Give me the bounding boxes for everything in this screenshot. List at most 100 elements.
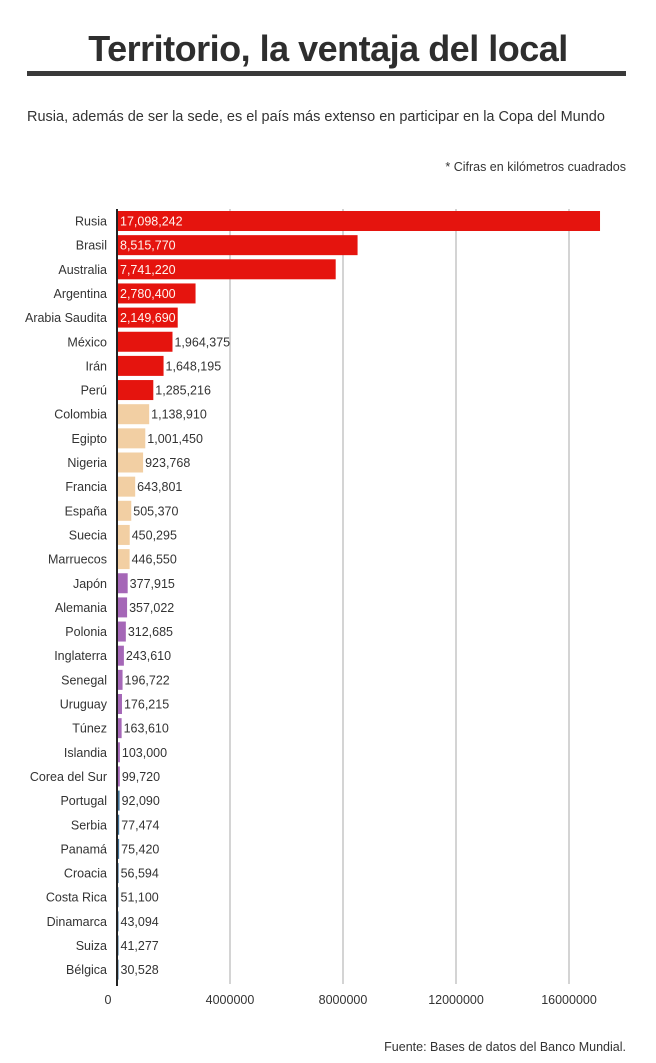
value-label: 196,722 [125,673,170,687]
bar [117,814,120,835]
category-label: México [67,335,107,349]
bar [117,790,120,811]
bar [117,380,154,401]
value-label: 377,915 [130,577,175,591]
value-label: 243,610 [126,649,171,663]
value-label: 312,685 [128,625,173,639]
category-label: Dinamarca [47,915,107,929]
value-label: 1,648,195 [166,359,222,373]
category-label: Marruecos [48,553,107,567]
value-label: 505,370 [133,504,178,518]
value-label: 643,801 [137,480,182,494]
bar [117,500,132,521]
x-tick-label: 12000000 [428,993,484,1007]
value-label: 103,000 [122,746,167,760]
chart-subtitle: Rusia, además de ser la sede, es el país… [27,109,605,125]
value-label: 92,090 [122,794,160,808]
category-label: Inglaterra [54,649,107,663]
value-label: 7,741,220 [120,263,176,277]
category-label: Panamá [60,842,107,856]
value-label: 163,610 [124,722,169,736]
category-label: Egipto [72,432,107,446]
category-label: Uruguay [60,698,108,712]
bar [117,621,126,642]
value-label: 2,780,400 [120,287,176,301]
bar [117,307,178,328]
category-label: Costa Rica [46,891,107,905]
value-label: 30,528 [121,963,159,977]
title-rule [27,71,626,76]
value-label: 1,285,216 [155,384,211,398]
category-label: Brasil [76,239,107,253]
bar [117,742,120,763]
source-note: Fuente: Bases de datos del Banco Mundial… [384,1040,626,1054]
bar [117,404,150,425]
category-label: Islandia [64,746,107,760]
value-label: 2,149,690 [120,311,176,325]
category-label: Suiza [76,939,107,953]
value-label: 923,768 [145,456,190,470]
category-label: Alemania [55,601,107,615]
bar [117,645,124,666]
value-label: 43,094 [121,915,159,929]
category-label: España [65,504,107,518]
category-label: Argentina [53,287,107,301]
bar [117,235,358,256]
category-label: Nigeria [67,456,107,470]
bar [117,259,336,280]
bar [117,355,164,376]
bar [117,694,122,714]
x-tick-label: 4000000 [206,993,255,1007]
bar [117,597,128,618]
bar [117,766,120,787]
value-label: 17,098,242 [120,215,183,229]
value-label: 77,474 [121,818,159,832]
category-label: Portugal [60,794,107,808]
value-label: 1,964,375 [174,335,230,349]
value-label: 1,138,910 [151,408,207,422]
labels: Rusia 17,098,242 Brasil 8,515,770 Australia 7… [25,215,230,978]
bar [117,452,144,473]
bar [117,549,130,570]
bar [117,573,128,594]
category-label: Colombia [54,408,107,422]
category-label: Senegal [61,673,107,687]
category-label: Polonia [65,625,107,639]
value-label: 357,022 [129,601,174,615]
value-label: 99,720 [122,770,160,784]
bar [117,476,136,497]
value-label: 450,295 [132,528,177,542]
value-label: 446,550 [132,553,177,567]
bar [117,428,146,449]
gridlines [229,209,570,984]
category-label: Australia [58,263,107,277]
category-label: Bélgica [66,963,107,977]
chart-title: Territorio, la ventaja del local [88,28,568,69]
x-tick-label: 16000000 [541,993,597,1007]
bar [117,331,173,352]
bar [117,524,130,545]
category-label: Irán [85,359,107,373]
category-label: Rusia [75,215,107,229]
bars [117,211,601,980]
category-label: Suecia [69,528,107,542]
bar [117,669,123,690]
bar [117,718,122,739]
category-label: Serbia [71,818,107,832]
category-label: Francia [65,480,107,494]
bar [117,838,120,859]
units-note: * Cifras en kilómetros cuadrados [445,160,626,174]
category-label: Perú [81,384,107,398]
category-label: Túnez [72,722,107,736]
category-label: Arabia Saudita [25,311,107,325]
value-label: 176,215 [124,698,169,712]
value-label: 51,100 [121,891,159,905]
value-label: 75,420 [121,842,159,856]
value-label: 56,594 [121,867,159,881]
bar [117,211,601,231]
value-label: 41,277 [121,939,159,953]
x-tick-label: 0 [105,993,112,1007]
category-label: Japón [73,577,107,591]
category-label: Corea del Sur [30,770,107,784]
